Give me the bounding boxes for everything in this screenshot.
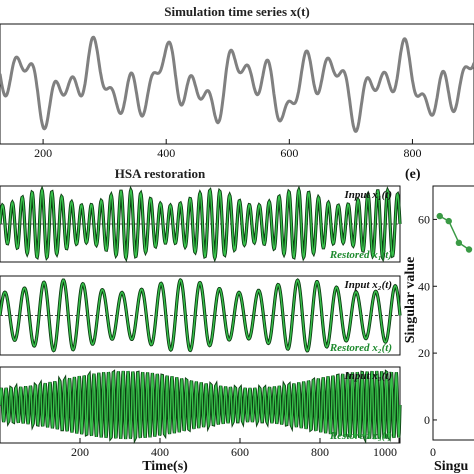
hsa-input-legend: Input x₂(t) (343, 279, 392, 291)
hsa-x-ticks: 200 400 600 800 1000 (71, 438, 400, 459)
singular-value-y-axis-label: Singular value (403, 257, 418, 344)
top-series-line (0, 35, 474, 133)
hsa-x-tick-label: 800 (311, 445, 329, 459)
singular-value-y-tick-label: 40 (418, 279, 430, 293)
singular-value-x-axis-label: Singu (434, 459, 468, 474)
hsa-restored-legend: Restored x₃(t) (329, 430, 392, 442)
top-plot-frame (0, 23, 474, 145)
hsa-subpanel: Input x₃(t) Restored x₃(t) (0, 366, 402, 445)
hsa-restored-legend: Restored x₂(t) (329, 342, 392, 354)
top-x-tick-label: 200 (34, 146, 52, 160)
top-chart-title: Simulation time series x(t) (164, 4, 310, 19)
hsa-restored-line (0, 279, 401, 352)
top-time-series-panel: Simulation time series x(t) 200 400 600 800 (0, 4, 474, 160)
hsa-input-legend: Input x₃(t) (343, 370, 392, 382)
hsa-chart-title: HSA restoration (115, 166, 206, 181)
singular-value-point (436, 212, 443, 220)
singular-value-plot-frame (432, 185, 474, 441)
hsa-input-legend: Input x₁(t) (343, 189, 392, 201)
top-x-tick-label: 600 (280, 146, 298, 160)
singular-value-line (439, 215, 470, 251)
singular-value-point (465, 246, 473, 253)
singular-value-ticks: 0 20 40 60 0 (418, 212, 437, 459)
top-x-tick-label: 800 (403, 146, 421, 160)
panel-letter-e: (e) (405, 167, 421, 182)
hsa-x-axis-label: Time(s) (142, 459, 188, 474)
hsa-x-tick-label: 1000 (373, 445, 397, 459)
hsa-restored-line (0, 370, 401, 441)
hsa-restoration-panel: HSA restoration Input x₁(t) Restored x₁(t… (0, 166, 402, 474)
singular-value-point (455, 239, 463, 247)
hsa-restored-legend: Restored x₁(t) (329, 249, 392, 261)
singular-value-x-tick-label: 0 (430, 445, 436, 459)
hsa-subpanel: Input x₁(t) Restored x₁(t) (0, 185, 402, 263)
singular-value-y-tick-label: 0 (424, 413, 430, 427)
hsa-x-tick-label: 400 (151, 445, 169, 459)
hsa-x-tick-label: 200 (71, 445, 89, 459)
singular-value-series (436, 212, 473, 253)
hsa-x-tick-label: 600 (231, 445, 249, 459)
top-x-tick-label: 400 (157, 146, 175, 160)
top-x-ticks: 200 400 600 800 (34, 139, 421, 160)
singular-value-y-tick-label: 60 (418, 212, 430, 226)
top-series-group (0, 35, 474, 133)
hsa-restored-line (0, 187, 401, 260)
hsa-subpanels: Input x₁(t) Restored x₁(t) Input x₂(t) Rest… (0, 185, 402, 445)
singular-value-point (445, 217, 452, 225)
singular-value-y-tick-label: 20 (418, 346, 430, 360)
hsa-subpanel: Input x₂(t) Restored x₂(t) (0, 275, 402, 356)
singular-value-panel: (e) Singular value 0 20 40 60 0 Singu (403, 167, 474, 474)
